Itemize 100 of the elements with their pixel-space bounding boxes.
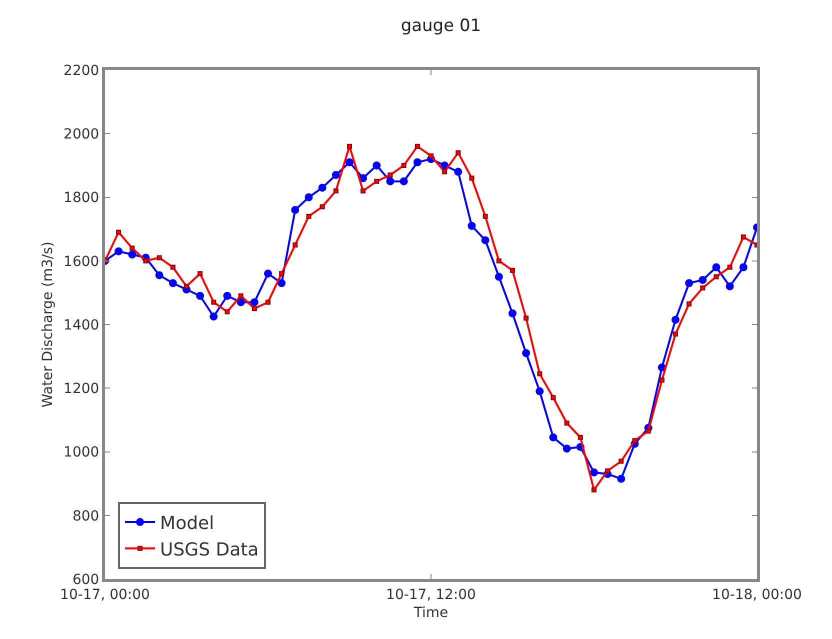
point bbox=[605, 468, 610, 474]
point bbox=[698, 276, 707, 284]
point bbox=[496, 258, 502, 264]
legend-label: USGS Data bbox=[160, 539, 259, 560]
point bbox=[454, 168, 462, 176]
point bbox=[304, 193, 313, 202]
point bbox=[659, 378, 664, 383]
point bbox=[672, 316, 680, 324]
point bbox=[400, 177, 408, 186]
point bbox=[196, 292, 204, 300]
x-tick-label: 10-18, 00:00 bbox=[712, 586, 802, 603]
point bbox=[549, 433, 558, 442]
y-tick-label: 2200 bbox=[64, 62, 100, 79]
point bbox=[238, 293, 244, 298]
x-tick-label: 10-17, 00:00 bbox=[60, 586, 150, 603]
point bbox=[494, 272, 503, 281]
point bbox=[740, 234, 746, 240]
point bbox=[386, 177, 394, 186]
point bbox=[168, 279, 177, 288]
point bbox=[510, 268, 515, 273]
point bbox=[578, 434, 583, 440]
point bbox=[291, 206, 300, 214]
y-tick-label: 1200 bbox=[64, 381, 100, 398]
point bbox=[279, 271, 284, 276]
legend-label: Model bbox=[160, 513, 214, 534]
y-tick-label: 1600 bbox=[64, 254, 100, 270]
point bbox=[130, 246, 135, 251]
point bbox=[618, 458, 624, 464]
y-tick-label: 1000 bbox=[64, 444, 100, 461]
point bbox=[727, 264, 732, 270]
point bbox=[266, 300, 270, 305]
point bbox=[712, 263, 720, 272]
point bbox=[686, 301, 692, 306]
point bbox=[170, 264, 176, 270]
point bbox=[442, 169, 448, 174]
chart-title: gauge 01 bbox=[400, 16, 482, 36]
point bbox=[278, 279, 286, 288]
point bbox=[347, 144, 352, 149]
point bbox=[592, 487, 596, 492]
point bbox=[536, 387, 544, 396]
point bbox=[223, 292, 232, 300]
point bbox=[306, 214, 312, 219]
point bbox=[456, 150, 461, 156]
point bbox=[372, 161, 381, 170]
point bbox=[114, 247, 123, 256]
point bbox=[562, 444, 571, 453]
point bbox=[320, 204, 325, 210]
point bbox=[524, 316, 529, 321]
point bbox=[646, 428, 651, 434]
point bbox=[333, 188, 338, 194]
y-axis-title: Water Discharge (m3/s) bbox=[40, 242, 56, 408]
point bbox=[413, 158, 422, 166]
point bbox=[128, 250, 136, 259]
point bbox=[714, 274, 719, 280]
point bbox=[537, 371, 542, 376]
point bbox=[360, 188, 366, 194]
point bbox=[332, 170, 340, 179]
point bbox=[156, 255, 162, 260]
point bbox=[469, 176, 474, 181]
point bbox=[522, 349, 530, 358]
point bbox=[388, 172, 393, 178]
point bbox=[155, 271, 164, 280]
point bbox=[374, 178, 380, 184]
point bbox=[224, 309, 230, 314]
point bbox=[359, 174, 368, 182]
point bbox=[318, 184, 326, 192]
y-tick-label: 1400 bbox=[64, 317, 100, 334]
point bbox=[184, 284, 189, 289]
point bbox=[564, 420, 570, 426]
point bbox=[508, 309, 516, 318]
point bbox=[236, 298, 245, 306]
point bbox=[414, 144, 420, 149]
point bbox=[252, 306, 257, 312]
point bbox=[590, 468, 598, 476]
x-tick-label: 10-17, 12:00 bbox=[386, 586, 476, 603]
point bbox=[250, 298, 258, 306]
point bbox=[143, 258, 148, 264]
point bbox=[468, 222, 476, 230]
point bbox=[739, 263, 748, 272]
y-tick-label: 2000 bbox=[64, 126, 100, 143]
point bbox=[198, 271, 203, 276]
point bbox=[685, 279, 694, 288]
x-axis-title: Time bbox=[412, 605, 448, 622]
point bbox=[550, 395, 556, 400]
y-tick-label: 600 bbox=[72, 572, 100, 588]
y-tick-label: 1800 bbox=[64, 190, 100, 206]
point bbox=[617, 474, 626, 483]
point bbox=[726, 282, 734, 290]
y-tick-label: 800 bbox=[72, 508, 100, 524]
point bbox=[632, 438, 638, 444]
point bbox=[211, 300, 216, 305]
point bbox=[700, 285, 706, 290]
point bbox=[346, 158, 354, 166]
point bbox=[292, 242, 298, 248]
point bbox=[673, 332, 678, 337]
point bbox=[210, 312, 218, 321]
point bbox=[482, 214, 488, 219]
point bbox=[481, 236, 490, 244]
point bbox=[428, 153, 434, 158]
point bbox=[401, 162, 406, 168]
